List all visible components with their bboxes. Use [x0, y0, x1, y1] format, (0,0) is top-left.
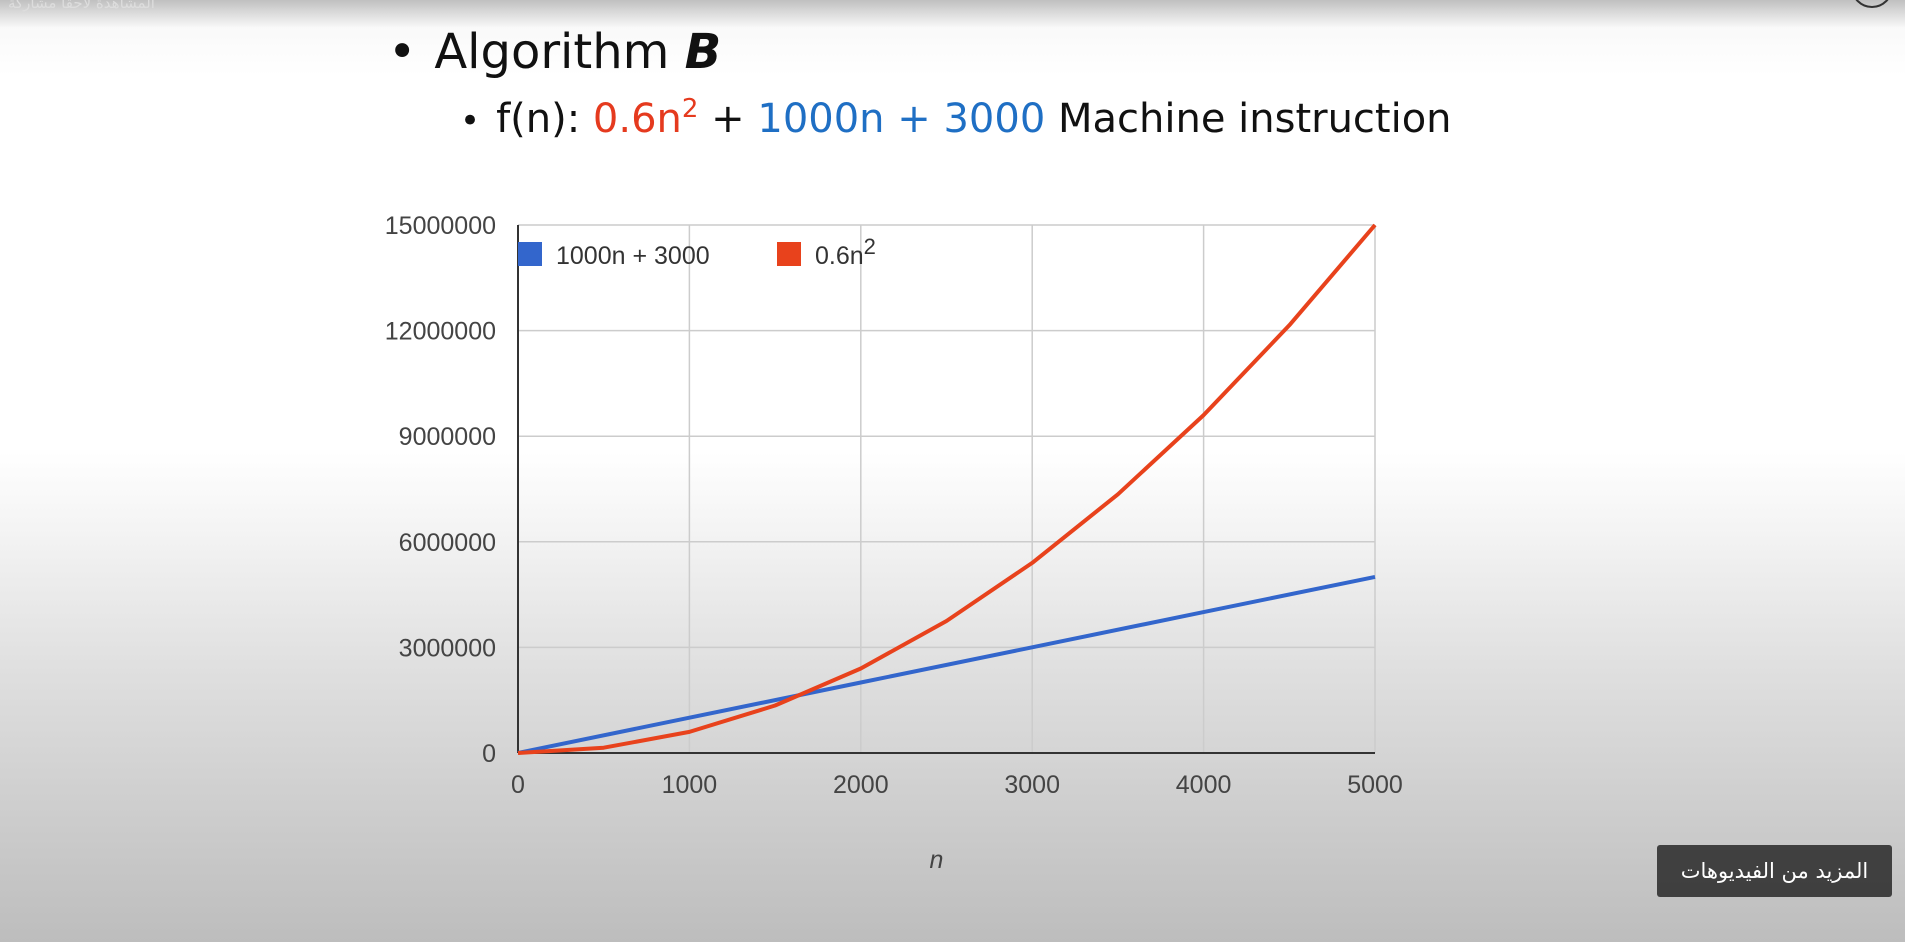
legend-swatch	[777, 242, 801, 266]
legend-label: 1000n + 3000	[556, 242, 710, 270]
x-tick-label: 2000	[833, 771, 889, 799]
x-tick-label: 1000	[662, 771, 718, 799]
formula-line: • f(n): 0.6n2 + 1000n + 3000 Machine inst…	[460, 94, 1452, 142]
bullet-icon: •	[388, 24, 417, 80]
x-tick-label: 5000	[1347, 771, 1403, 799]
slide-title: • Algorithm B	[388, 24, 721, 80]
formula-term-quadratic: 0.6n2	[592, 94, 699, 142]
growth-chart: 0 1000 2000 3000 4000 5000 0 3000000 6000000 9000…	[385, 212, 1403, 874]
more-videos-button[interactable]: المزيد من الفيديوهات	[1657, 845, 1892, 897]
bullet-icon: •	[460, 101, 481, 141]
formula-fn: f(n):	[496, 96, 593, 142]
y-tick-label: 15000000	[385, 212, 496, 240]
y-tick-label: 0	[482, 740, 496, 768]
legend-label: 0.6n2	[815, 234, 876, 270]
formula-term-quadratic-base: 0.6n	[592, 96, 682, 142]
title-prefix: Algorithm	[434, 24, 685, 80]
x-tick-label: 0	[511, 771, 525, 799]
y-tick-label: 6000000	[399, 529, 496, 557]
y-tick-label: 9000000	[399, 423, 496, 451]
formula-rest: Machine instruction	[1045, 96, 1452, 142]
series-line-quadratic	[517, 223, 1377, 755]
series-line-linear	[517, 574, 1376, 755]
formula-term-quadratic-exponent: 2	[681, 94, 699, 124]
y-tick-label: 3000000	[399, 634, 496, 662]
title-variable: B	[684, 24, 722, 80]
formula-plus: +	[698, 96, 758, 142]
y-tick-label: 12000000	[385, 318, 496, 346]
video-top-overlay: المشاهدة لاحقًا مشاركة	[0, 0, 1905, 28]
formula-term-linear: 1000n + 3000	[757, 96, 1046, 142]
legend-swatch	[518, 242, 542, 266]
x-tick-label: 3000	[1004, 771, 1060, 799]
x-axis-label: n	[930, 846, 944, 874]
x-tick-label: 4000	[1176, 771, 1232, 799]
top-overlay-text[interactable]: المشاهدة لاحقًا مشاركة	[8, 0, 155, 12]
